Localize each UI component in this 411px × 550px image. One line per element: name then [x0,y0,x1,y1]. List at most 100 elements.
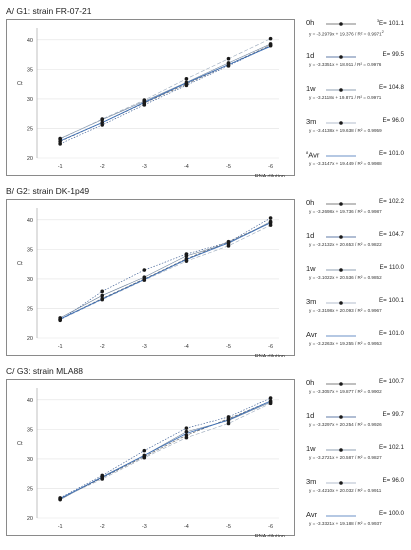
data-point [184,259,189,263]
legend: 0h 3E= 101.1 y = -3.2979x + 19.376 / R² = … [306,18,406,178]
y-tick-label: 20 [27,156,33,162]
legend-marker [326,301,356,305]
data-point [268,396,273,400]
data-point [184,83,189,88]
legend-marker [326,235,356,239]
chart-svg: 20 25 30 35 40 -1 -2 -3 -4 -5 -6 Ct RNA dilution [17,28,285,177]
legend-entry: 1w E= 102.1 y = -3.2721x + 20.587 / R² = 0… [306,444,406,474]
y-tick-label: 25 [27,486,33,492]
legend-entry: 1d E= 104.7 y = -3.2132x + 20.653 / R² = 0… [306,231,406,261]
y-axis-label: Ct [17,441,23,447]
legend-marker [326,515,356,517]
legend-label: Avr [306,330,318,339]
series-line [60,38,271,140]
legend-label: 0h [306,198,315,207]
data-point [142,448,147,453]
legend-dot [339,301,343,305]
data-point [184,435,189,440]
legend-entry: 0h 3E= 101.1 y = -3.2979x + 19.376 / R² = … [306,18,406,48]
y-tick-label: 35 [27,427,33,433]
legend-label: 0h [306,18,315,27]
legend-marker [326,382,356,386]
plot-area: 20 25 30 35 40 -1 -2 -3 -4 -5 -6 Ct RNA dilution [6,379,295,537]
legend-dot [339,268,343,272]
efficiency-value: E= 104.8 [379,84,404,91]
panel-title: B/ G2: strain DK-1p49 [6,186,90,196]
legend-dot [339,481,343,485]
data-point [184,429,189,434]
data-point [268,219,273,224]
regression-equation: y = -3.3321x + 19.188 / R² = 0.9937 [309,521,382,526]
legend-marker [326,55,356,59]
series-line [60,401,271,500]
regression-equation: y = -3.2721x + 20.587 / R² = 0.9827 [309,455,382,460]
legend-label: 1w [306,264,316,273]
data-point [226,415,231,419]
y-tick-label: 30 [27,97,33,103]
efficiency-value: E= 110.0 [379,264,404,271]
legend-marker [326,448,356,452]
data-point [226,56,231,61]
x-tick-label: -2 [100,164,105,170]
legend-marker [326,202,356,206]
series-line [60,43,271,139]
regression-equation: y = -3.2118x + 19.871 / R² = 0.9971 [309,95,382,100]
regression-equation: y = -3.2263x + 19.255 / R² = 0.9953 [309,341,382,346]
efficiency-value: E= 104.7 [379,231,404,238]
y-tick-label: 35 [27,67,33,73]
chart-svg: 20 25 30 35 40 -1 -2 -3 -4 -5 -6 Ct RNA dilution [17,388,285,537]
x-axis-label: RNA dilution [255,174,285,177]
legend-entry: Avr E= 101.0 y = -3.2263x + 19.255 / R² = … [306,330,406,360]
data-point [226,244,231,248]
legend: 0h E= 102.2 y = -3.2698x + 19.736 / R² = 0… [306,198,406,358]
x-tick-label: -2 [100,524,105,530]
series-line [59,217,271,321]
data-point [268,42,273,46]
x-tick-label: -1 [58,164,63,170]
plot-area: 20 25 30 35 40 -1 -2 -3 -4 -5 -6 Ct RNA dilution [6,199,295,357]
legend-entry: 1d E= 99.5 y = -3.3351x + 18.911 / R² = 0.… [306,51,406,81]
x-tick-label: -4 [184,524,189,530]
y-axis-label: Ct [17,261,23,267]
data-point [58,496,62,501]
data-point [142,98,147,102]
legend-dot [339,55,343,59]
x-tick-label: -5 [226,164,231,170]
y-tick-label: 30 [27,457,33,463]
efficiency-value: E= 96.0 [382,117,404,124]
data-point [142,103,147,107]
legend-label: 3m [306,117,317,126]
legend-label: 1d [306,411,315,420]
data-point [100,123,105,127]
data-point [268,36,273,41]
data-point [184,254,189,258]
x-tick-label: -2 [100,344,105,350]
data-point [268,223,273,227]
data-point [100,289,105,294]
data-point [184,77,189,81]
regression-equation: y = -3.3198x + 20.093 / R² = 0.9967 [309,308,382,313]
legend-marker [326,415,356,419]
regression-equation: y = -3.3057x + 19.877 / R² = 0.9902 [309,389,382,394]
legend-marker [326,88,356,92]
y-tick-label: 40 [27,38,33,44]
legend-entry: 3m E= 100.1 y = -3.3198x + 20.093 / R² = 0… [306,297,406,327]
legend-label: 3m [306,477,317,486]
regression-equation: y = -3.2132x + 20.653 / R² = 0.9822 [309,242,382,247]
legend-entry: 1w E= 104.8 y = -3.2118x + 19.871 / R² = 0… [306,84,406,114]
data-point [184,80,189,85]
legend-dot [339,88,343,92]
legend-label: 8Avr [306,150,320,160]
plot-area: 20 25 30 35 40 -1 -2 -3 -4 -5 -6 Ct RNA dilution [6,19,295,177]
x-tick-label: -6 [268,344,273,350]
regression-equation: y = -3.3351x + 18.911 / R² = 0.9976 [309,62,382,67]
chart-svg: 20 25 30 35 40 -1 -2 -3 -4 -5 -6 Ct RNA dilution [17,208,285,357]
legend-entry: 1w E= 110.0 y = -3.1022x + 20.536 / R² = 0… [306,264,406,294]
efficiency-value: E= 100.1 [379,297,404,304]
legend-dot [339,235,343,239]
x-tick-label: -4 [184,164,189,170]
y-tick-label: 25 [27,306,33,312]
legend-entry: 3m E= 96.0 y = -3.4210x + 20.032 / R² = 0.… [306,477,406,507]
series-line [60,45,271,145]
data-point [142,275,147,279]
